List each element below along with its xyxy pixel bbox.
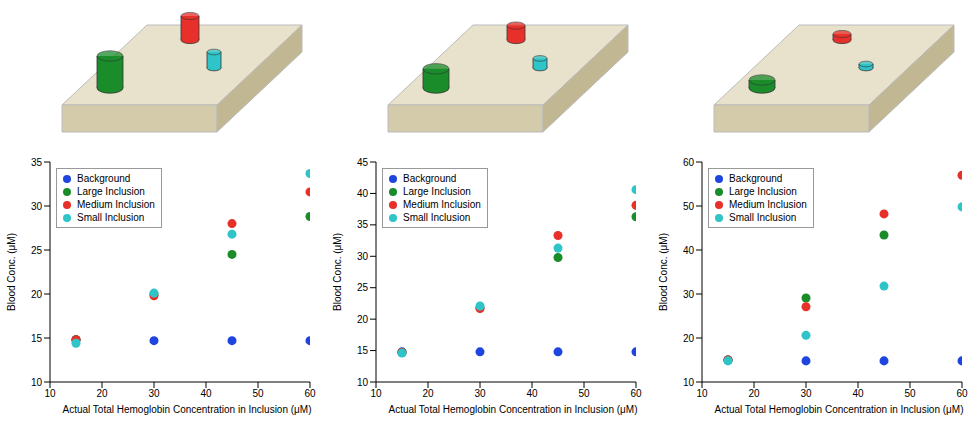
svg-text:40: 40 — [200, 388, 212, 399]
svg-text:40: 40 — [683, 245, 695, 256]
svg-text:50: 50 — [904, 388, 916, 399]
html-text:Actual Total Hemoglobin Concen: Actual Total Hemoglobin Concentration in… — [714, 404, 964, 415]
html-text:Large Inclusion: Large Inclusion — [729, 186, 797, 197]
svg-text:Blood Conc. (μM): Blood Conc. (μM) — [6, 233, 17, 311]
svg-text:40: 40 — [526, 388, 538, 399]
svg-text:40: 40 — [357, 188, 369, 199]
svg-text:30: 30 — [357, 251, 369, 262]
html-text:Background: Background — [729, 173, 783, 184]
svg-text:50: 50 — [683, 201, 695, 212]
svg-text:60: 60 — [630, 388, 642, 399]
svg-text:30: 30 — [148, 388, 160, 399]
svg-text:30: 30 — [800, 388, 812, 399]
svg-text:20: 20 — [357, 314, 369, 325]
html-text:Small Inclusion: Small Inclusion — [403, 212, 471, 223]
html-text:Background: Background — [403, 173, 457, 184]
svg-text:10: 10 — [31, 377, 43, 388]
html-text:Small Inclusion: Small Inclusion — [77, 212, 145, 223]
svg-text:25: 25 — [31, 245, 43, 256]
svg-text:25: 25 — [357, 282, 369, 293]
svg-text:10: 10 — [357, 377, 369, 388]
svg-text:50: 50 — [252, 388, 264, 399]
svg-text:35: 35 — [31, 157, 43, 168]
html-text:Actual Total Hemoglobin Concen: Actual Total Hemoglobin Concentration in… — [388, 404, 638, 415]
svg-text:10: 10 — [683, 377, 695, 388]
svg-text:20: 20 — [683, 333, 695, 344]
svg-text:15: 15 — [31, 333, 43, 344]
svg-text:20: 20 — [748, 388, 760, 399]
html-text:Medium Inclusion: Medium Inclusion — [729, 199, 807, 210]
svg-text:10: 10 — [370, 388, 382, 399]
svg-text:Blood Conc. (μM): Blood Conc. (μM) — [332, 233, 343, 311]
svg-text:Blood Conc. (μM): Blood Conc. (μM) — [658, 233, 669, 311]
svg-text:45: 45 — [357, 157, 369, 168]
svg-text:35: 35 — [357, 219, 369, 230]
html-text:Medium Inclusion: Medium Inclusion — [403, 199, 481, 210]
html-text:Large Inclusion: Large Inclusion — [403, 186, 471, 197]
svg-text:60: 60 — [304, 388, 316, 399]
svg-text:15: 15 — [357, 345, 369, 356]
svg-text:40: 40 — [852, 388, 864, 399]
svg-text:30: 30 — [683, 289, 695, 300]
svg-text:60: 60 — [683, 157, 695, 168]
svg-text:60: 60 — [956, 388, 968, 399]
svg-text:50: 50 — [578, 388, 590, 399]
svg-text:30: 30 — [474, 388, 486, 399]
svg-text:10: 10 — [44, 388, 56, 399]
html-text:Actual Total Hemoglobin Concen: Actual Total Hemoglobin Concentration in… — [62, 404, 312, 415]
html-text:Medium Inclusion: Medium Inclusion — [77, 199, 155, 210]
svg-text:20: 20 — [96, 388, 108, 399]
svg-text:10: 10 — [696, 388, 708, 399]
svg-text:20: 20 — [422, 388, 434, 399]
html-text:Large Inclusion: Large Inclusion — [77, 186, 145, 197]
svg-text:20: 20 — [31, 289, 43, 300]
html-text:Small Inclusion: Small Inclusion — [729, 212, 797, 223]
html-text:Background: Background — [77, 173, 131, 184]
svg-text:30: 30 — [31, 201, 43, 212]
